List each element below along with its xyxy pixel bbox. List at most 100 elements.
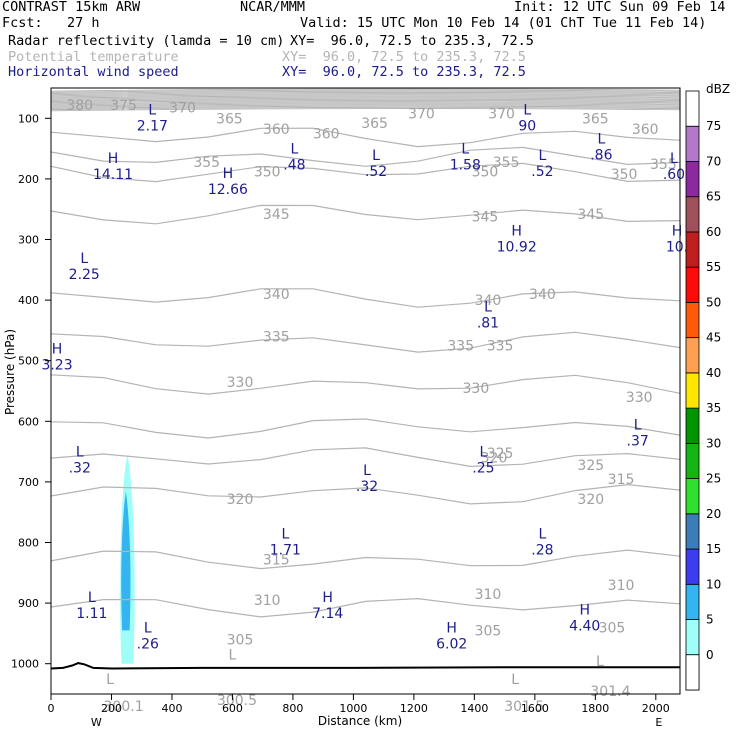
y-axis-label: Pressure (hPa) [3, 329, 17, 415]
wind-extremum-type: L [148, 102, 156, 118]
wind-extremum-value: 14.11 [93, 167, 133, 183]
theta-contour [50, 105, 681, 109]
colorbar-unit: dBZ [706, 82, 730, 96]
wind-extremum-type: L [596, 654, 604, 670]
theta-contour [50, 549, 681, 570]
theta-label: 315 [263, 552, 290, 568]
wind-extremum-type: L [363, 463, 371, 479]
wind-extremum-type: H [108, 151, 119, 167]
theta-contour [50, 96, 681, 100]
colorbar-label: 45 [706, 331, 721, 345]
wind-extremum-value: .37 [627, 433, 649, 449]
theta-label: 360 [313, 126, 340, 142]
wind-extremum-type: L [523, 102, 531, 118]
field-1-xy: XY= 96.0, 72.5 to 235.3, 72.5 [290, 33, 534, 49]
wind-extremum-value: .60 [663, 167, 685, 183]
theta-contour [50, 102, 681, 106]
wind-extremum-type: L [484, 299, 492, 315]
y-tick-label: 300 [18, 234, 39, 247]
theta-label: 340 [529, 287, 556, 303]
wind-extremum-type: H [511, 224, 522, 240]
theta-label: 310 [254, 593, 281, 609]
theta-contour [50, 93, 681, 97]
theta-label: 360 [632, 122, 659, 138]
forecast-hour: Fcst: 27 h [2, 15, 100, 31]
colorbar-label: 10 [706, 577, 721, 591]
y-tick-label: 1000 [11, 658, 39, 671]
model-title: CONTRAST 15km ARW [2, 0, 141, 15]
colorbar-swatch [685, 125, 700, 162]
theta-label: 310 [475, 587, 502, 603]
theta-contour [50, 483, 681, 505]
theta-label: 330 [626, 390, 653, 406]
wind-extremum-value: 90 [518, 118, 536, 134]
colorbar-label: 75 [706, 119, 721, 133]
model-org: NCAR/MMM [240, 0, 306, 15]
colorbar-label: 65 [706, 190, 721, 204]
theta-contour [50, 104, 681, 108]
theta-contour [50, 91, 681, 96]
wind-extremum-value: 4.40 [569, 618, 600, 634]
theta-label: 350 [611, 167, 638, 183]
colorbar-swatch [685, 442, 700, 479]
theta-contour [50, 331, 681, 353]
wind-extremum-value: .28 [531, 543, 553, 559]
theta-label: 335 [447, 339, 474, 355]
wind-extremum-type: L [634, 417, 642, 433]
theta-label: 355 [493, 155, 520, 171]
theta-contour [50, 98, 681, 103]
wind-extremum-value: 6.02 [436, 636, 467, 652]
colorbar-swatch [685, 478, 700, 515]
x-tick-label: 1200 [400, 702, 428, 715]
x-tick-label: 1800 [581, 702, 609, 715]
theta-contour [50, 89, 681, 93]
theta-label: 335 [263, 329, 290, 345]
wind-extremum-value: .52 [531, 164, 553, 180]
colorbar-label: 30 [706, 436, 721, 450]
theta-label: 301.4 [590, 684, 630, 700]
theta-label: 345 [263, 207, 290, 223]
wind-extremum-type: L [80, 251, 88, 267]
colorbar-label: 35 [706, 401, 721, 415]
theta-contour [50, 88, 681, 92]
wind-extremum-type: H [52, 342, 63, 358]
wind-extremum-value: 7.14 [312, 606, 343, 622]
theta-label: 365 [582, 111, 609, 127]
colorbar-label: 55 [706, 260, 721, 274]
theta-label: 300.5 [217, 693, 257, 709]
wind-extremum-type: L [597, 131, 605, 147]
colorbar: dBZ 0 5 10 15 20 25 30 35 40 45 50 55 60 65 70 75 [685, 82, 730, 691]
colorbar-swatch [685, 266, 700, 303]
theta-contour [50, 97, 681, 101]
colorbar-label: 0 [706, 648, 714, 662]
colorbar-swatch [685, 90, 700, 127]
x-tick-label: 1600 [521, 702, 549, 715]
theta-label: 310 [608, 578, 635, 594]
y-tick-label: 900 [18, 597, 39, 610]
init-time: Init: 12 UTC Sun 09 Feb 14 [514, 0, 726, 15]
y-tick-label: 600 [18, 415, 39, 428]
colorbar-label: 20 [706, 507, 721, 521]
wind-extremum-type: H [223, 166, 234, 182]
wind-extremum-type: L [281, 527, 289, 543]
wind-extremum-value: 2.25 [69, 267, 100, 283]
theta-label: 370 [408, 106, 435, 122]
theta-contour [50, 95, 681, 99]
theta-label: 370 [169, 100, 196, 116]
theta-contour [50, 162, 681, 183]
x-end-label-west: W [91, 716, 102, 729]
y-tick-label: 700 [18, 476, 39, 489]
theta-label: 330 [463, 381, 490, 397]
wind-extremum-type: L [539, 527, 547, 543]
theta-label: 315 [608, 472, 635, 488]
wind-extremum-type: L [229, 648, 237, 664]
theta-label: 305 [599, 620, 626, 636]
theta-label: 301.5 [504, 699, 544, 715]
theta-label: 305 [227, 632, 254, 648]
theta-contour [50, 204, 681, 225]
theta-label: 325 [487, 446, 514, 462]
theta-contour [50, 418, 681, 439]
wind-extremum-value: 10. [666, 240, 688, 256]
theta-contour [50, 597, 681, 618]
